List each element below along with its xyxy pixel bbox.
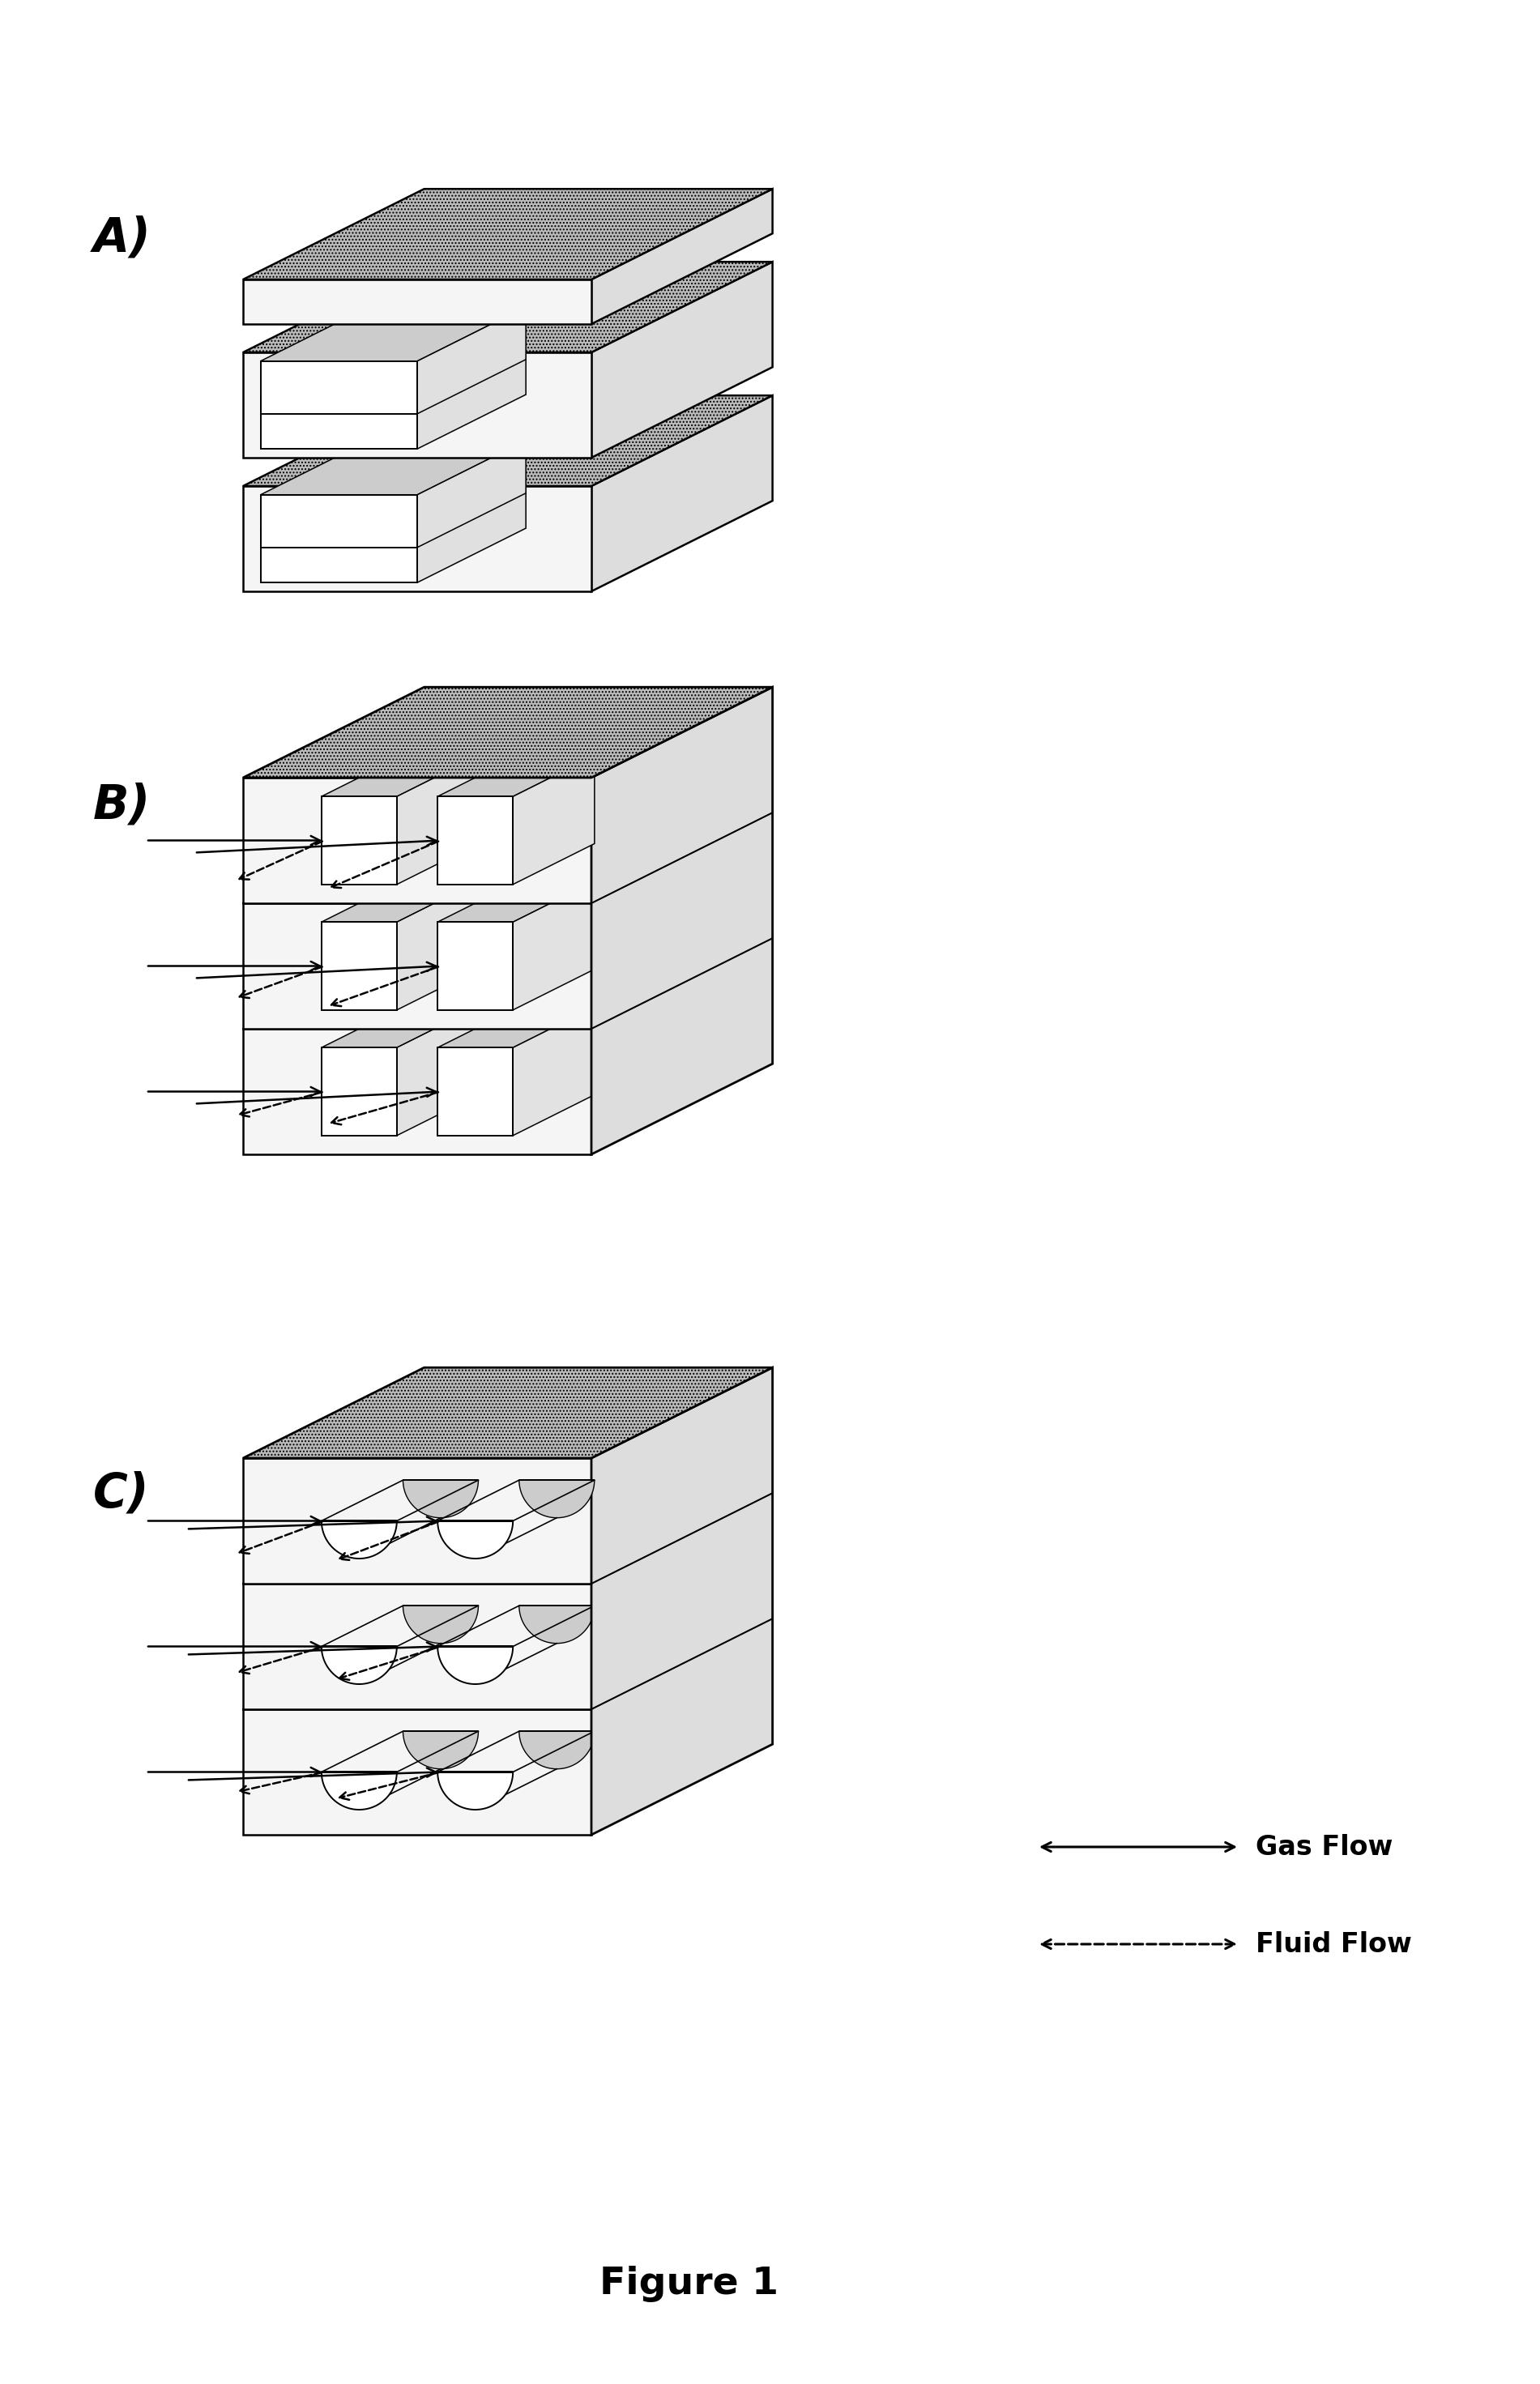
Polygon shape — [437, 882, 594, 923]
Polygon shape — [243, 486, 591, 591]
Polygon shape — [437, 1047, 513, 1135]
Polygon shape — [260, 474, 525, 529]
Polygon shape — [260, 341, 525, 396]
Polygon shape — [243, 188, 773, 279]
Polygon shape — [243, 1368, 773, 1459]
Polygon shape — [243, 1459, 591, 1583]
Text: Gas Flow: Gas Flow — [1255, 1833, 1392, 1860]
Polygon shape — [397, 1006, 479, 1135]
Polygon shape — [322, 1047, 397, 1135]
Polygon shape — [322, 882, 479, 923]
Polygon shape — [437, 1771, 513, 1809]
Polygon shape — [243, 1030, 591, 1154]
Polygon shape — [397, 882, 479, 1011]
Polygon shape — [591, 262, 773, 458]
Polygon shape — [417, 441, 525, 548]
Text: C): C) — [92, 1471, 149, 1516]
Polygon shape — [243, 904, 591, 1030]
Polygon shape — [260, 496, 417, 548]
Text: B): B) — [92, 782, 151, 827]
Polygon shape — [417, 308, 525, 415]
Polygon shape — [513, 1006, 594, 1135]
Polygon shape — [260, 441, 525, 496]
Polygon shape — [591, 687, 773, 1154]
Polygon shape — [260, 396, 417, 448]
Polygon shape — [437, 1006, 594, 1047]
Text: Figure 1: Figure 1 — [599, 2267, 778, 2303]
Polygon shape — [322, 796, 397, 884]
Polygon shape — [243, 353, 591, 458]
Polygon shape — [513, 882, 594, 1011]
Polygon shape — [243, 777, 591, 904]
Polygon shape — [403, 1731, 479, 1769]
Polygon shape — [260, 308, 525, 360]
Polygon shape — [591, 188, 773, 324]
Polygon shape — [243, 687, 773, 777]
Polygon shape — [403, 1607, 479, 1643]
Polygon shape — [260, 529, 417, 582]
Polygon shape — [437, 923, 513, 1011]
Polygon shape — [397, 756, 479, 884]
Polygon shape — [243, 396, 773, 486]
Polygon shape — [591, 1368, 773, 1836]
Polygon shape — [519, 1607, 594, 1643]
Polygon shape — [243, 262, 773, 353]
Polygon shape — [243, 279, 591, 324]
Polygon shape — [437, 1521, 513, 1559]
Polygon shape — [322, 1521, 397, 1559]
Polygon shape — [591, 396, 773, 591]
Polygon shape — [322, 756, 479, 796]
Polygon shape — [417, 474, 525, 582]
Polygon shape — [403, 1480, 479, 1519]
Polygon shape — [513, 756, 594, 884]
Polygon shape — [437, 796, 513, 884]
Polygon shape — [322, 923, 397, 1011]
Text: A): A) — [92, 215, 151, 260]
Polygon shape — [417, 341, 525, 448]
Polygon shape — [437, 1647, 513, 1683]
Polygon shape — [437, 756, 594, 796]
Text: Fluid Flow: Fluid Flow — [1255, 1931, 1412, 1957]
Polygon shape — [243, 1709, 591, 1836]
Polygon shape — [322, 1647, 397, 1683]
Polygon shape — [322, 1771, 397, 1809]
Polygon shape — [260, 360, 417, 415]
Polygon shape — [519, 1731, 594, 1769]
Polygon shape — [519, 1480, 594, 1519]
Polygon shape — [243, 1583, 591, 1709]
Polygon shape — [322, 1006, 479, 1047]
